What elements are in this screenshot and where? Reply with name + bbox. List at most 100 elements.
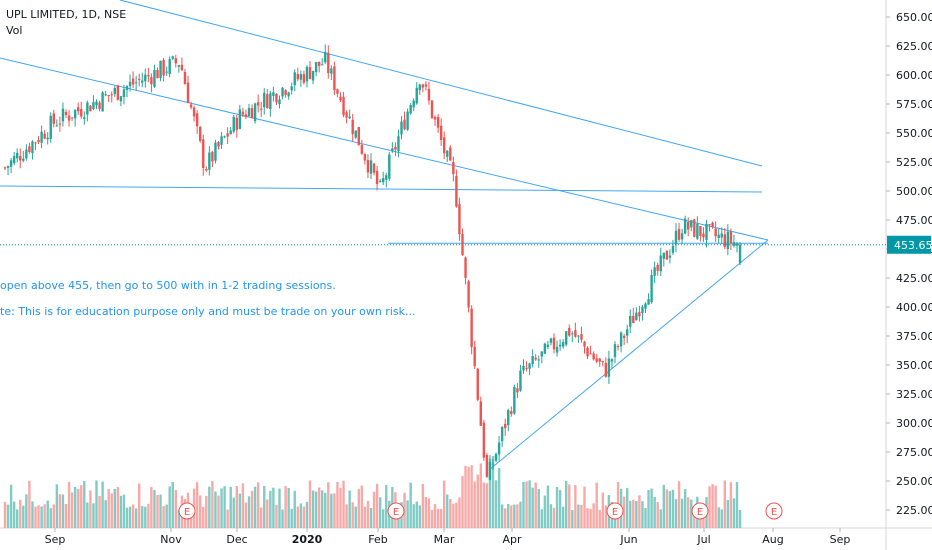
volume-bar — [308, 480, 312, 528]
candle-body — [638, 312, 641, 317]
candle-body — [522, 365, 525, 371]
volume-bar — [549, 504, 553, 528]
volume-bar — [162, 506, 165, 528]
earnings-marker-icon — [178, 502, 196, 520]
y-tick-label: 575.00 — [896, 98, 932, 111]
candle-body — [693, 219, 696, 237]
candle-body — [726, 231, 730, 250]
candle-body — [299, 74, 303, 80]
volume-bar — [324, 492, 327, 528]
candle-body — [458, 204, 461, 235]
candle-body — [150, 77, 153, 85]
earnings-marker-label: E — [612, 507, 618, 518]
candle-body — [586, 347, 589, 357]
volume-bar — [150, 486, 153, 528]
volume-bar — [238, 493, 242, 528]
volume-bar — [464, 465, 467, 528]
last-price-tag: 453.65 — [887, 235, 932, 254]
volume-bar — [171, 482, 174, 528]
candle-body — [144, 74, 147, 82]
volume-bar — [31, 501, 34, 528]
volume-bar — [281, 509, 284, 528]
volume-bar — [83, 480, 86, 528]
volume-bar — [461, 476, 464, 528]
volume-bar — [482, 482, 486, 528]
candle-body — [732, 242, 736, 246]
candle-body — [397, 136, 400, 151]
candle-body — [363, 154, 367, 161]
candle-body — [403, 119, 406, 130]
volume-bar — [211, 480, 214, 528]
volume-bar — [263, 485, 266, 528]
candle-body — [674, 230, 678, 245]
volume-bar — [534, 482, 537, 528]
volume-bar — [504, 508, 507, 528]
volume-bar — [641, 501, 644, 528]
volume-bar — [683, 489, 687, 528]
y-tick-label: 300.00 — [896, 417, 932, 430]
volume-bar — [565, 480, 568, 528]
volume-bar — [622, 496, 626, 528]
candle-body — [330, 68, 333, 74]
candle-body — [592, 353, 595, 360]
candle-body — [177, 65, 181, 67]
volume-bar — [299, 503, 303, 528]
volume-bar — [357, 489, 360, 528]
candle-body — [186, 82, 190, 104]
candle-body — [418, 84, 421, 91]
volume-bar — [284, 486, 287, 528]
candle-body — [125, 86, 129, 90]
volume-bar — [668, 491, 672, 528]
volume-bar — [147, 503, 150, 528]
volume-bar — [568, 484, 571, 528]
candle-body — [3, 167, 7, 169]
candle-body — [583, 341, 586, 347]
trendline — [488, 239, 769, 471]
volume-bar — [446, 494, 449, 528]
candle-body — [537, 359, 540, 361]
y-tick-label: 650.00 — [896, 11, 932, 24]
volume-bar — [580, 504, 583, 528]
price-axis: 650.00 625.00 600.00 575.00 550.00 525.00 500.… — [886, 11, 932, 517]
volume-bar — [177, 509, 181, 528]
volume-bar — [19, 499, 22, 528]
earnings-marker-icon — [691, 502, 709, 520]
candle-body — [680, 233, 684, 240]
volume-bar — [586, 508, 589, 528]
volume-bar — [122, 494, 126, 528]
candle-body — [406, 111, 409, 130]
volume-bar — [92, 503, 95, 528]
candle-body — [711, 222, 714, 227]
volume-bar — [659, 509, 662, 528]
candle-body — [98, 102, 101, 110]
candle-body — [717, 234, 720, 239]
earnings-marker-icon — [606, 502, 624, 520]
candle-body — [656, 264, 659, 271]
candle-body — [561, 342, 565, 347]
candle-body — [260, 108, 263, 110]
candle-body — [211, 151, 214, 162]
candle-body — [433, 116, 437, 120]
candle-body — [568, 328, 571, 336]
volume-bar — [101, 481, 104, 528]
y-tick-label: 525.00 — [896, 156, 932, 169]
y-tick-label: 225.00 — [896, 504, 932, 517]
candle-body — [58, 123, 62, 125]
volume-bar — [205, 495, 208, 528]
candle-body — [507, 410, 510, 426]
volume-bar — [168, 486, 171, 528]
candle-body — [220, 136, 223, 145]
volume-bar — [476, 474, 479, 528]
candle-body — [235, 117, 238, 130]
volume-bar — [302, 506, 306, 528]
volume-bar — [452, 503, 455, 528]
candle-body — [683, 218, 687, 234]
candle-body — [321, 64, 324, 66]
volume-bar — [577, 504, 580, 528]
candle-body — [729, 231, 733, 244]
candle-body — [632, 315, 635, 324]
volume-bar — [220, 488, 223, 528]
volume-bars — [3, 455, 742, 528]
